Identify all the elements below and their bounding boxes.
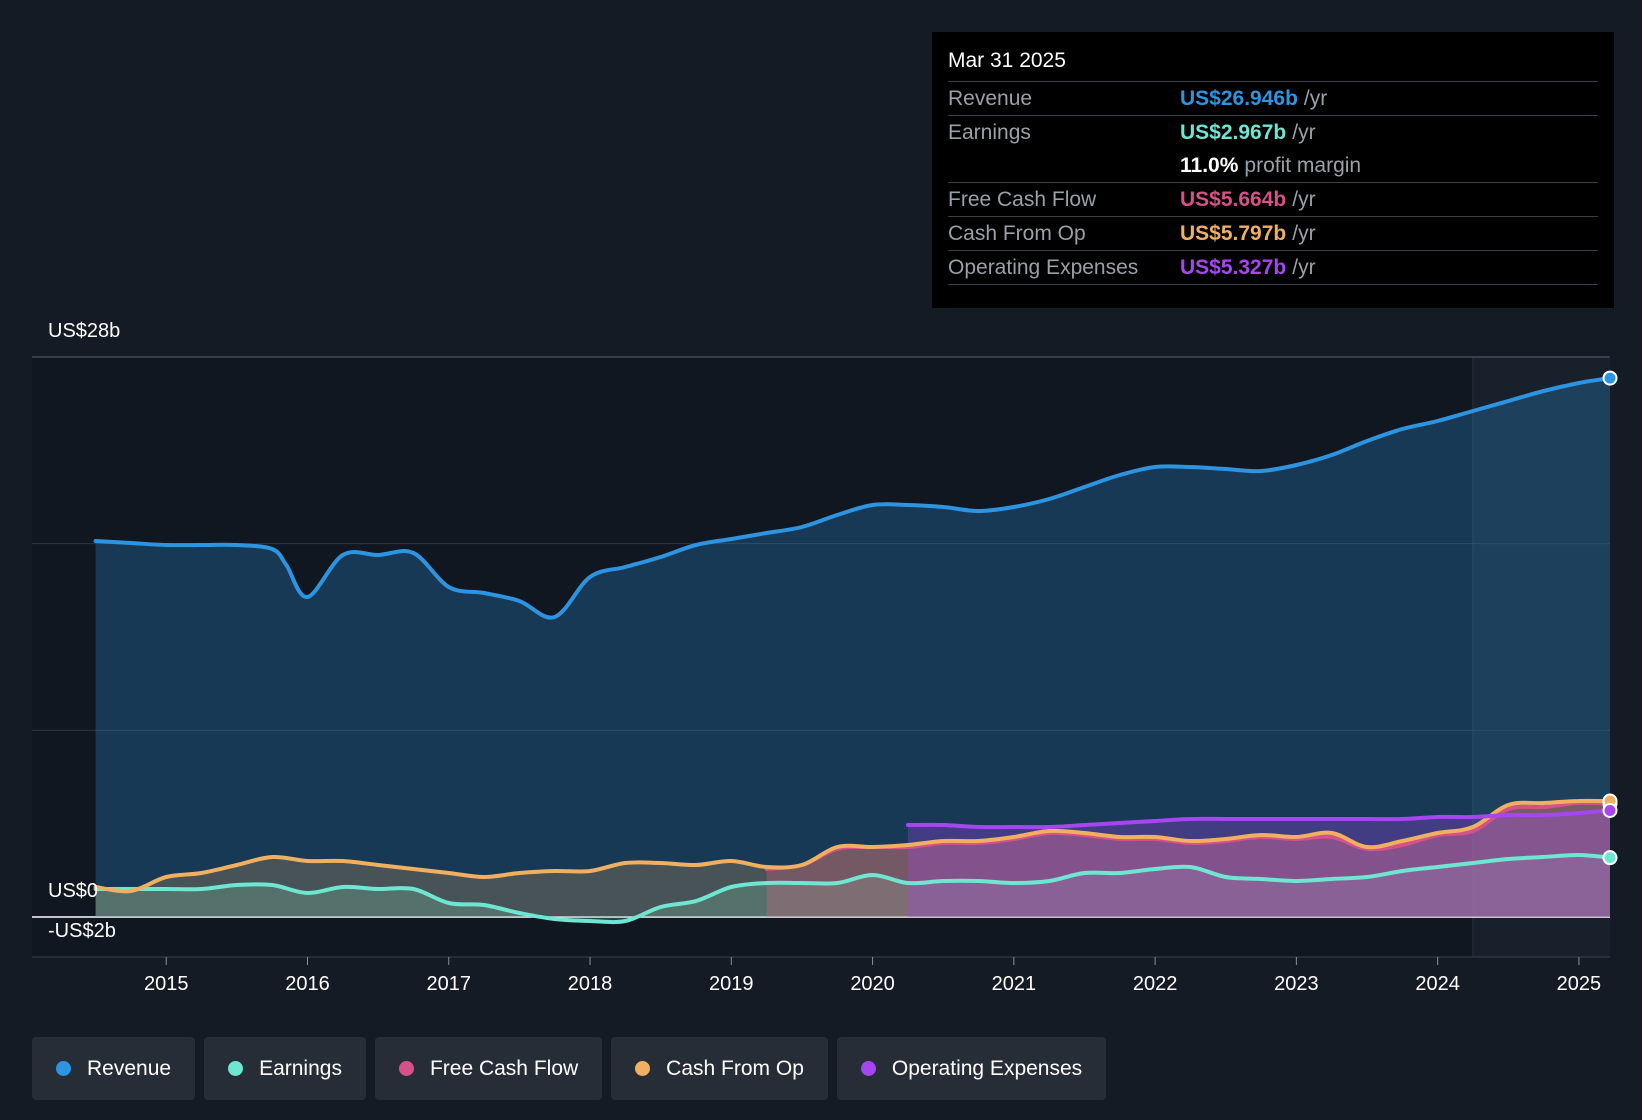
gridlines xyxy=(32,356,1610,958)
tooltip-unit: /yr xyxy=(1292,121,1316,144)
tooltip-value: 11.0% xyxy=(1180,154,1239,177)
end-dot-earnings xyxy=(1602,850,1618,866)
tooltip-row-opex: Operating Expenses US$5.327b /yr xyxy=(948,250,1598,285)
tooltip-date: Mar 31 2025 xyxy=(948,49,1066,72)
line-operating-expenses xyxy=(905,808,1612,830)
line-revenue xyxy=(93,376,1612,620)
legend: Revenue Earnings Free Cash Flow Cash Fro… xyxy=(32,1037,1115,1100)
tooltip-label: Free Cash Flow xyxy=(948,188,1097,211)
tooltip-value: US$5.327b xyxy=(1180,256,1287,279)
tooltip-unit: /yr xyxy=(1292,256,1316,279)
y-tick-bottom: -US$2b xyxy=(48,920,116,942)
tooltip-label: Revenue xyxy=(948,87,1033,110)
legend-dot-icon xyxy=(398,1061,414,1076)
series-lines xyxy=(93,376,1612,925)
x-tick-label: 2025 xyxy=(1557,973,1602,995)
legend-dot-icon xyxy=(860,1061,876,1076)
legend-label: Operating Expenses xyxy=(891,1056,1083,1080)
tooltip-row-cfo: Cash From Op US$5.797b /yr xyxy=(948,216,1598,250)
legend-item-free-cash-flow[interactable]: Free Cash Flow xyxy=(374,1037,603,1100)
legend-label: Earnings xyxy=(259,1056,342,1080)
tooltip-unit: /yr xyxy=(1292,222,1316,245)
x-tick-label: 2016 xyxy=(285,973,330,995)
tooltip-unit: /yr xyxy=(1292,188,1316,211)
tooltip-label: Cash From Op xyxy=(948,222,1086,245)
area-revenue xyxy=(95,378,1611,918)
tooltip-unit: profit margin xyxy=(1244,154,1362,177)
x-tick-label: 2017 xyxy=(427,973,472,995)
x-tick-label: 2024 xyxy=(1415,973,1460,995)
tooltip-value: US$2.967b xyxy=(1180,121,1287,144)
tooltip-unit: /yr xyxy=(1303,87,1328,110)
legend-label: Free Cash Flow xyxy=(429,1056,579,1080)
x-tick-label: 2023 xyxy=(1274,973,1319,995)
end-dot-revenue xyxy=(1602,370,1618,386)
legend-item-revenue[interactable]: Revenue xyxy=(32,1037,196,1100)
x-tick-label: 2018 xyxy=(568,973,613,995)
y-tick-top: US$28b xyxy=(48,320,121,342)
tooltip-value: US$5.664b xyxy=(1180,188,1287,211)
legend-dot-icon xyxy=(228,1061,244,1076)
tooltip-label: Earnings xyxy=(948,121,1031,144)
x-tick-label: 2020 xyxy=(850,973,895,995)
legend-item-earnings[interactable]: Earnings xyxy=(204,1037,366,1100)
tooltip-value: US$26.946b xyxy=(1180,87,1298,110)
x-tick-label: 2015 xyxy=(144,973,189,995)
legend-dot-icon xyxy=(56,1061,71,1076)
line-earnings xyxy=(93,852,1612,925)
area-free-cash-flow xyxy=(766,802,1610,917)
tooltip-label: Operating Expenses xyxy=(948,256,1139,279)
legend-dot-icon xyxy=(635,1061,651,1076)
series-end-markers xyxy=(1602,370,1618,866)
tooltip-panel: Mar 31 2025 Revenue US$26.946b /yr Earni… xyxy=(932,32,1614,308)
end-dot-operating-expenses xyxy=(1602,802,1618,818)
area-cash-from-op xyxy=(95,800,1611,917)
line-cash-from-op xyxy=(93,798,1612,894)
tooltip-row-fcf: Free Cash Flow US$5.664b /yr xyxy=(948,182,1598,216)
x-axis-ticks: 2015 2016 2017 2018 2019 2020 2021 2022 2023 2024… xyxy=(144,957,1601,995)
tooltip-value: US$5.797b xyxy=(1180,222,1287,245)
tooltip-row-margin: 11.0% profit margin xyxy=(948,149,1598,182)
legend-label: Cash From Op xyxy=(666,1056,804,1080)
legend-label: Revenue xyxy=(87,1056,172,1080)
tooltip-row-earnings: Earnings US$2.967b /yr xyxy=(948,115,1598,149)
tooltip-row-revenue: Revenue US$26.946b /yr xyxy=(948,81,1598,115)
legend-item-operating-expenses[interactable]: Operating Expenses xyxy=(836,1037,1107,1100)
x-tick-label: 2021 xyxy=(992,973,1037,995)
x-tick-label: 2022 xyxy=(1133,973,1178,995)
tooltip-label xyxy=(948,149,1180,182)
x-tick-label: 2019 xyxy=(709,973,754,995)
y-tick-zero: US$0 xyxy=(48,880,99,902)
legend-item-cash-from-op[interactable]: Cash From Op xyxy=(611,1037,828,1100)
